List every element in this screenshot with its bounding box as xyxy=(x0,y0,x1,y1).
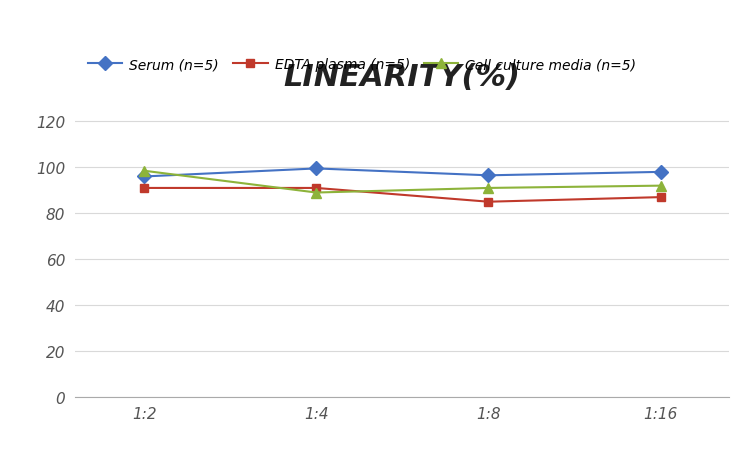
EDTA plasma (n=5) xyxy=(312,186,321,191)
Legend: Serum (n=5), EDTA plasma (n=5), Cell culture media (n=5): Serum (n=5), EDTA plasma (n=5), Cell cul… xyxy=(82,53,642,78)
Cell culture media (n=5) xyxy=(312,190,321,196)
Line: Serum (n=5): Serum (n=5) xyxy=(139,164,666,182)
Cell culture media (n=5) xyxy=(656,184,665,189)
EDTA plasma (n=5) xyxy=(140,186,149,191)
Title: LINEARITY(%): LINEARITY(%) xyxy=(284,62,521,92)
Line: EDTA plasma (n=5): EDTA plasma (n=5) xyxy=(140,184,665,207)
Serum (n=5) xyxy=(484,173,493,179)
Cell culture media (n=5) xyxy=(140,169,149,174)
Line: Cell culture media (n=5): Cell culture media (n=5) xyxy=(139,166,666,198)
EDTA plasma (n=5) xyxy=(656,195,665,200)
Cell culture media (n=5) xyxy=(484,186,493,191)
Serum (n=5) xyxy=(312,166,321,172)
EDTA plasma (n=5) xyxy=(484,199,493,205)
Serum (n=5) xyxy=(656,170,665,175)
Serum (n=5) xyxy=(140,175,149,180)
